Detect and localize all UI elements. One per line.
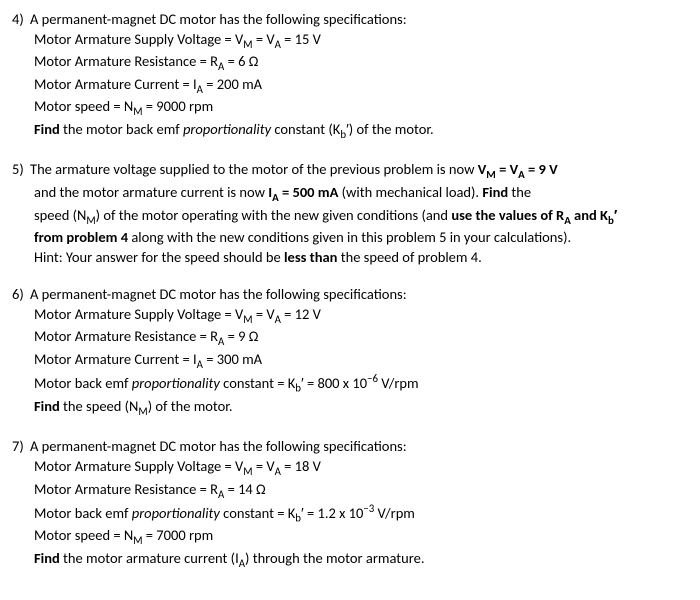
problem-number: 5)	[12, 160, 30, 180]
line: Hint: Your answer for the speed should b…	[12, 248, 688, 268]
line: and the motor armature current is now IA…	[12, 183, 688, 206]
line: Motor Armature Resistance = RA = 9 Ω	[12, 327, 688, 350]
problem-number: 7)	[12, 437, 30, 457]
line: 4)A permanent-magnet DC motor has the fo…	[12, 10, 688, 30]
problem-5: 5)The armature voltage supplied to the m…	[12, 160, 688, 267]
line: Find the motor back emf proportionality …	[12, 120, 688, 143]
line: speed (NM) of the motor operating with t…	[12, 206, 688, 229]
line: Motor Armature Supply Voltage = VM = VA …	[12, 305, 688, 328]
line: Motor Armature Supply Voltage = VM = VA …	[12, 457, 688, 480]
problem-7: 7)A permanent-magnet DC motor has the fo…	[12, 437, 688, 571]
line: 6)A permanent-magnet DC motor has the fo…	[12, 285, 688, 305]
line: Motor Armature Current = IA = 300 mA	[12, 350, 688, 373]
problem-6: 6)A permanent-magnet DC motor has the fo…	[12, 285, 688, 419]
line: Find the motor armature current (IA) thr…	[12, 549, 688, 572]
line: Motor Armature Current = IA = 200 mA	[12, 75, 688, 98]
line: Motor speed = NM = 7000 rpm	[12, 526, 688, 549]
line: Find the speed (NM) of the motor.	[12, 397, 688, 420]
line: Motor Armature Resistance = RA = 14 Ω	[12, 480, 688, 503]
line: Motor back emf proportionality constant …	[12, 372, 688, 396]
problem-number: 4)	[12, 10, 30, 30]
problem-number: 6)	[12, 285, 30, 305]
problem-4: 4)A permanent-magnet DC motor has the fo…	[12, 10, 688, 142]
line: 5)The armature voltage supplied to the m…	[12, 160, 688, 183]
line: Motor back emf proportionality constant …	[12, 502, 688, 526]
line: from problem 4 along with the new condit…	[12, 228, 688, 248]
line: Motor Armature Supply Voltage = VM = VA …	[12, 30, 688, 53]
line: 7)A permanent-magnet DC motor has the fo…	[12, 437, 688, 457]
line: Motor Armature Resistance = RA = 6 Ω	[12, 52, 688, 75]
text: A permanent-magnet DC motor has the foll…	[30, 10, 407, 28]
line: Motor speed = NM = 9000 rpm	[12, 97, 688, 120]
